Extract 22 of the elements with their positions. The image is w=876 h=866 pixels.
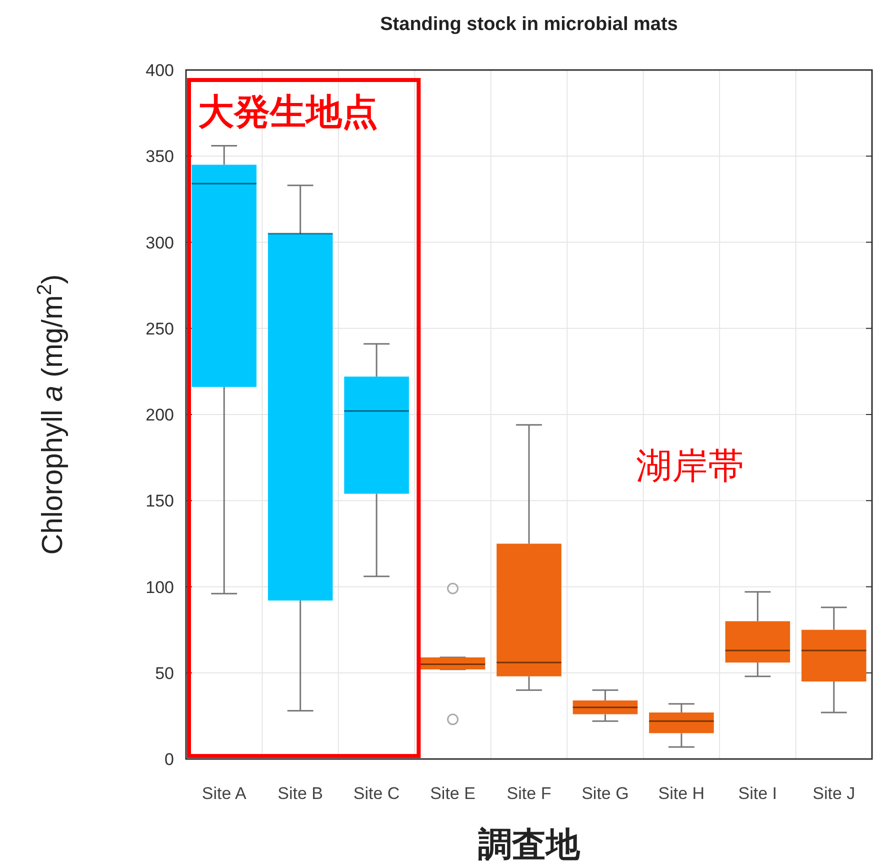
x-tick-label: Site A <box>202 784 247 803</box>
y-tick-label: 0 <box>164 750 174 769</box>
y-tick-label: 300 <box>146 233 174 252</box>
chart-title: Standing stock in microbial mats <box>380 14 678 35</box>
x-tick-label: Site I <box>738 784 778 803</box>
x-tick-label: Site H <box>658 784 705 803</box>
x-tick-label: Site C <box>353 784 400 803</box>
x-tick-label: Site J <box>812 784 856 803</box>
x-tick-label: Site B <box>278 784 324 803</box>
annotation: 湖岸帯 <box>636 445 744 486</box>
x-tick-label: Site G <box>582 784 629 803</box>
x-tick-label: Site E <box>430 784 476 803</box>
x-axis-title: 調査地 <box>478 826 581 864</box>
x-tick-label: Site F <box>506 784 552 803</box>
y-tick-label: 50 <box>155 664 174 683</box>
y-tick-label: 400 <box>146 61 174 80</box>
y-tick-label: 200 <box>146 406 174 424</box>
y-tick-label: 150 <box>146 492 174 511</box>
annotation: 大発生地点 <box>198 91 378 132</box>
y-tick-label: 100 <box>146 578 174 597</box>
y-tick-label: 350 <box>146 147 174 166</box>
y-tick-label: 250 <box>146 319 174 338</box>
